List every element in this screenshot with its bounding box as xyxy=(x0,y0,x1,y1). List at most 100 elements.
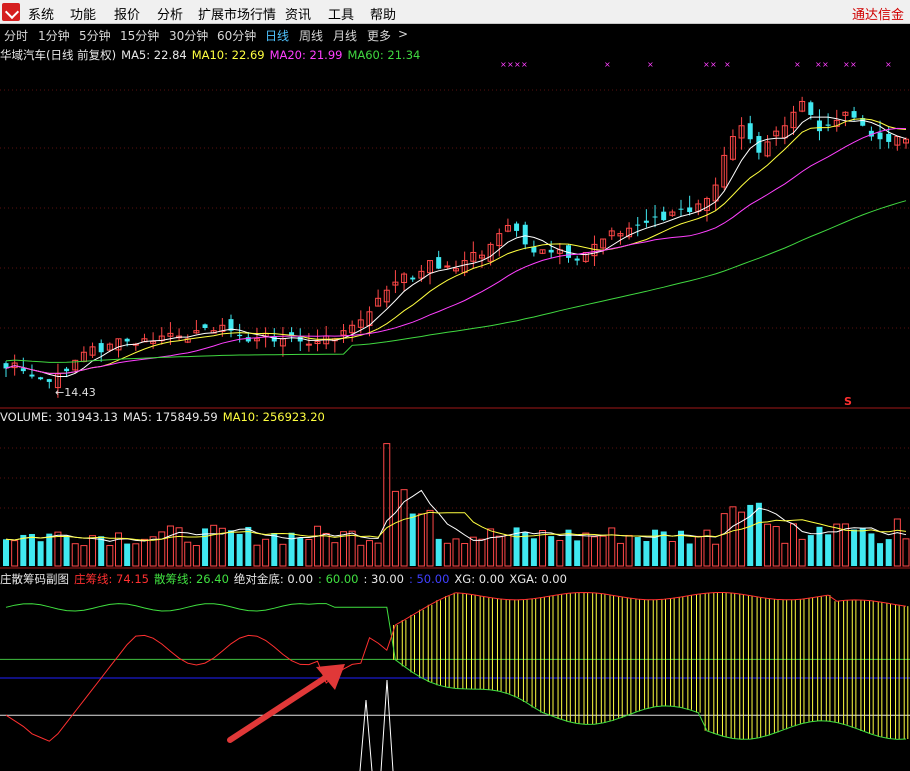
signal-x-marker: × xyxy=(794,60,801,69)
app-logo-icon[interactable] xyxy=(2,3,20,21)
ma5-line xyxy=(5,116,907,377)
menu-extended-market[interactable]: 扩展市场行情 xyxy=(198,8,277,23)
candle-body-up xyxy=(539,249,546,254)
candle-body-up xyxy=(487,243,494,262)
period-monthly[interactable]: 月线 xyxy=(333,29,358,43)
price-ma60: MA60: 21.34 xyxy=(347,48,421,62)
volume-bar-down xyxy=(522,531,529,566)
volume-bar-up xyxy=(478,538,486,567)
signal-x-marker: × xyxy=(703,60,710,69)
candle-body-up xyxy=(470,251,477,262)
volume-bar-down xyxy=(297,538,304,566)
candle-body-up xyxy=(11,362,18,369)
candle-body-up xyxy=(790,111,797,129)
candle-body-up xyxy=(453,268,459,272)
candle-body-up xyxy=(773,130,780,137)
volume-bar-down xyxy=(643,541,650,566)
volume-bar-down xyxy=(409,513,416,566)
period-1min[interactable]: 1分钟 xyxy=(38,29,70,43)
volume-bar-up xyxy=(417,513,425,567)
volume-bar-up xyxy=(833,523,841,567)
low-price-label: ←14.43 xyxy=(55,386,96,399)
volume-bar-up xyxy=(893,518,901,567)
menu-quote[interactable]: 报价 xyxy=(114,8,141,23)
volume-bar-up xyxy=(314,525,322,567)
period-daily[interactable]: 日线 xyxy=(265,29,290,43)
candle-body-down xyxy=(522,224,528,245)
candle-body-down xyxy=(436,257,442,269)
volume-bar-up xyxy=(781,542,789,567)
period-more-arrow[interactable]: > xyxy=(398,27,409,41)
volume-bar-up xyxy=(106,545,114,567)
candle-body-up xyxy=(427,260,434,274)
xg-value: XG: 0.00 xyxy=(454,572,505,586)
volume-bar-down xyxy=(755,502,762,566)
signal-x-marker: × xyxy=(843,60,850,69)
volume-bar-down xyxy=(851,529,858,566)
volume-bar-down xyxy=(98,536,105,566)
candle-body-down xyxy=(531,246,537,253)
volume-bar-up xyxy=(166,525,174,567)
volume-bar-up xyxy=(902,538,910,567)
signal-x-marker: × xyxy=(514,60,521,69)
signal-x-marker: × xyxy=(724,60,731,69)
zhuang-line-value: 庄筹线: 74.15 xyxy=(74,572,149,586)
volume-bar-up xyxy=(772,526,780,567)
menubar: 系统 功能 报价 分析 扩展市场行情 资讯 工具 帮助 通达信金 xyxy=(0,0,910,24)
volume-bar-down xyxy=(63,535,70,566)
overlay-marks: × × × × × × × × × × × × × × × xyxy=(227,60,892,743)
menu-system[interactable]: 系统 xyxy=(28,8,55,23)
candle-body-up xyxy=(89,346,96,356)
candle-body-up xyxy=(608,230,615,237)
volume-bar-up xyxy=(452,538,460,567)
menu-tools[interactable]: 工具 xyxy=(328,8,355,23)
signal-x-marker: × xyxy=(507,60,514,69)
menu-analysis[interactable]: 分析 xyxy=(157,8,184,23)
ma20-line xyxy=(5,127,907,374)
ma10-line xyxy=(5,118,907,374)
candle-body-up xyxy=(219,324,226,332)
volume-bar-up xyxy=(89,535,97,567)
period-intraday[interactable]: 分时 xyxy=(4,29,29,43)
period-30min[interactable]: 30分钟 xyxy=(169,29,209,43)
period-more[interactable]: 更多 xyxy=(367,29,392,43)
candle-body-down xyxy=(860,118,866,126)
candle-body-up xyxy=(669,211,676,216)
candle-body-down xyxy=(20,368,26,372)
low-price-value: 14.43 xyxy=(64,386,96,399)
price-candles xyxy=(3,96,909,398)
volume-bar-down xyxy=(3,539,9,566)
level-30: : 30.00 xyxy=(363,572,404,586)
candle-body-down xyxy=(228,319,234,331)
candle-body-up xyxy=(383,289,390,303)
volume-bar-up xyxy=(80,545,88,567)
menu-news[interactable]: 资讯 xyxy=(285,8,312,23)
volume-bar-up xyxy=(149,536,157,567)
menu-function[interactable]: 功能 xyxy=(70,8,97,23)
candle-body-down xyxy=(98,343,104,353)
volume-bar-up xyxy=(729,506,737,567)
volume-bar-down xyxy=(816,526,823,566)
candle-body-down xyxy=(64,368,70,372)
volume-bar-up xyxy=(703,529,711,567)
period-60min[interactable]: 60分钟 xyxy=(217,29,257,43)
volume-ma5: MA5: 175849.59 xyxy=(122,410,218,424)
candle-body-up xyxy=(340,330,347,336)
volume-ma5-line xyxy=(5,489,907,542)
volume-bar-up xyxy=(331,542,339,567)
candle-body-down xyxy=(124,338,130,342)
volume-bar-up xyxy=(694,535,702,567)
candle-body-down xyxy=(410,277,416,280)
period-5min[interactable]: 5分钟 xyxy=(79,29,111,43)
candle-body-up xyxy=(721,154,728,188)
volume-bar-down xyxy=(868,533,875,566)
volume-bar-up xyxy=(712,543,720,567)
candle-body-down xyxy=(202,324,208,328)
period-15min[interactable]: 15分钟 xyxy=(120,29,160,43)
volume-bar-up xyxy=(461,543,469,567)
menu-help[interactable]: 帮助 xyxy=(370,8,397,23)
candle-body-down xyxy=(548,249,554,253)
period-weekly[interactable]: 周线 xyxy=(299,29,324,43)
volume-bar-up xyxy=(556,539,564,567)
